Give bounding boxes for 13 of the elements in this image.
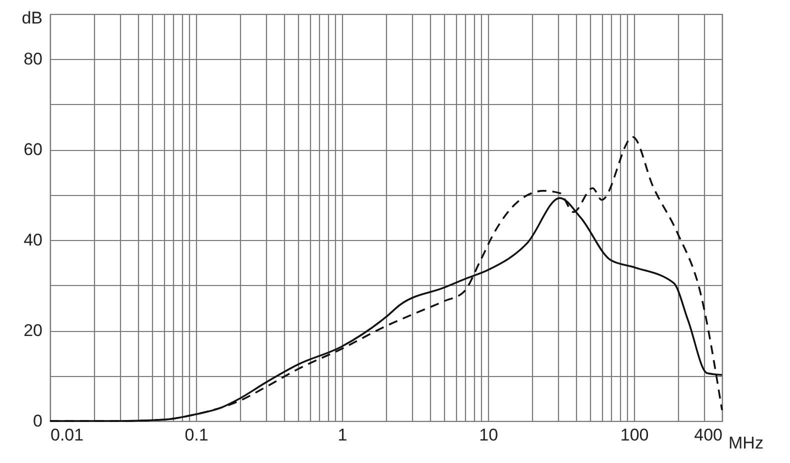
x-tick-label: 100 xyxy=(620,426,649,444)
y-tick-label: 80 xyxy=(24,50,42,69)
y-tick-label: 60 xyxy=(24,140,42,160)
x-tick-label: 400 xyxy=(694,426,722,444)
y-tick-label: 40 xyxy=(24,230,42,250)
x-tick-label: 0.01 xyxy=(50,426,84,444)
y-tick-label: 0 xyxy=(33,412,42,430)
y-axis-title: dB xyxy=(22,8,42,28)
y-tick-label: 20 xyxy=(24,321,42,340)
x-axis-title: MHz xyxy=(728,434,764,452)
x-tick-label: 0.1 xyxy=(184,426,208,444)
x-tick-label: 1 xyxy=(338,426,348,444)
x-tick-label: 10 xyxy=(479,426,498,444)
